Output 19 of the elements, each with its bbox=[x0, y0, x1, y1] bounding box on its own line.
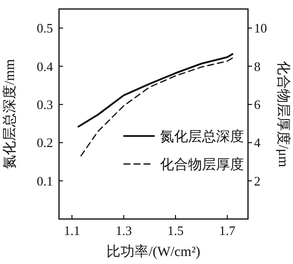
y2-tick-label: 8 bbox=[254, 58, 260, 74]
legend-label: 氮化层总深度 bbox=[160, 129, 244, 145]
y-axis-title: 氮化层总深度/mm bbox=[2, 59, 18, 169]
y-tick-label: 0.5 bbox=[36, 20, 53, 36]
y2-tick-label: 2 bbox=[254, 173, 260, 188]
x-tick-label: 1.3 bbox=[116, 223, 132, 238]
x-axis-title: 比功率/(W/cm²) bbox=[106, 244, 201, 260]
y-tick-label: 0.1 bbox=[36, 173, 53, 188]
y2-tick-label: 6 bbox=[254, 96, 261, 112]
x-tick-label: 1.1 bbox=[64, 223, 80, 238]
y-tick-label: 0.2 bbox=[36, 135, 53, 150]
y-tick-label: 0.3 bbox=[36, 96, 53, 112]
x-tick-label: 1.5 bbox=[167, 223, 184, 238]
legend-label: 化合物层厚度 bbox=[160, 157, 244, 173]
y2-axis-title: 化合物层厚度/μm bbox=[275, 60, 291, 168]
y2-tick-label: 4 bbox=[254, 135, 261, 150]
x-tick-label: 1.7 bbox=[219, 223, 236, 238]
y2-tick-label: 10 bbox=[254, 20, 267, 36]
y-tick-label: 0.4 bbox=[36, 58, 54, 74]
